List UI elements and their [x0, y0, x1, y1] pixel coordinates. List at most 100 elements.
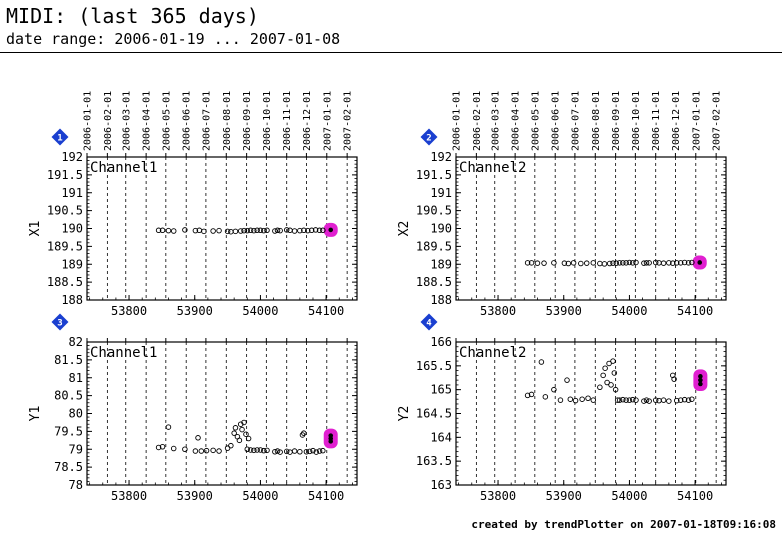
y-tick-label: 190: [430, 222, 452, 236]
data-point: [626, 259, 633, 266]
data-point: [210, 228, 216, 234]
data-point: [241, 419, 247, 426]
date-tick-label: 2006-11-01: [282, 91, 293, 151]
x-tick-label: 53800: [480, 489, 516, 503]
y-tick-label: 188: [430, 293, 452, 307]
data-point: [283, 448, 290, 455]
plot-frame: [455, 156, 727, 301]
date-tick-label: 2006-04-01: [511, 91, 522, 151]
date-tick-label: 2006-11-01: [651, 91, 662, 151]
data-point: [689, 396, 695, 402]
y-axis-label: Y2: [397, 406, 412, 422]
y-tick-label: 165.5: [416, 359, 452, 373]
plot-frame: [86, 156, 358, 301]
data-point: [656, 260, 662, 266]
y-tick-label: 81: [69, 371, 83, 385]
data-point: [641, 260, 647, 266]
data-point: [198, 448, 205, 454]
data-point: [528, 391, 535, 398]
y-tick-label: 190.5: [416, 204, 452, 218]
data-point: [301, 430, 307, 436]
data-point: [232, 228, 239, 235]
data-point: [277, 227, 283, 234]
data-point: [306, 448, 313, 455]
data-point: [155, 444, 162, 451]
data-point: [578, 260, 584, 267]
date-tick-label: 2006-03-01: [121, 91, 132, 151]
y-tick-label: 81.5: [54, 353, 83, 367]
date-tick-label: 2006-05-01: [530, 91, 541, 151]
data-point: [616, 260, 623, 266]
data-point: [254, 447, 260, 453]
y-tick-label: 164: [430, 430, 452, 444]
data-point: [629, 396, 636, 403]
data-point: [583, 260, 590, 266]
y-tick-label: 188.5: [416, 275, 452, 289]
data-point: [646, 398, 652, 404]
data-point: [643, 397, 650, 403]
x-tick-label: 54000: [611, 489, 647, 503]
data-point: [159, 443, 166, 450]
y-tick-label: 79.5: [54, 424, 83, 438]
data-point: [671, 376, 677, 382]
data-point: [316, 448, 323, 454]
data-point: [524, 392, 531, 399]
y-tick-label: 78: [69, 478, 83, 492]
page-title: MIDI: (last 365 days): [6, 4, 259, 28]
data-point: [170, 445, 177, 452]
latest-data-point: [328, 227, 334, 233]
data-point: [656, 397, 662, 404]
data-point: [538, 359, 545, 365]
data-point: [620, 260, 626, 266]
data-point: [646, 260, 652, 266]
x-tick-label: 54000: [242, 304, 278, 318]
y-axis-label: X1: [28, 221, 43, 237]
data-point: [652, 397, 659, 403]
x-tick-label: 53800: [111, 304, 147, 318]
data-point: [283, 227, 290, 233]
data-point: [237, 228, 244, 234]
data-point: [601, 261, 608, 267]
data-point: [182, 446, 188, 453]
date-tick-label: 2007-02-01: [712, 91, 723, 151]
data-point: [320, 447, 326, 454]
y-axis-label: Y1: [28, 406, 43, 422]
data-point: [689, 259, 695, 266]
date-tick-label: 2006-01-01: [452, 91, 463, 151]
data-point: [264, 447, 270, 454]
data-point: [251, 227, 257, 234]
panel-number-label: 2: [426, 134, 431, 144]
data-point: [666, 398, 672, 404]
data-point: [159, 227, 166, 234]
date-tick-label: 2006-05-01: [161, 91, 172, 151]
data-point: [308, 227, 315, 234]
date-tick-label: 2007-02-01: [343, 91, 354, 151]
y-tick-label: 82: [69, 335, 83, 349]
data-point: [551, 260, 557, 266]
y-tick-label: 164.5: [416, 407, 452, 421]
data-point: [192, 448, 199, 454]
y-tick-label: 163.5: [416, 454, 452, 468]
x-tick-label: 54100: [308, 304, 344, 318]
date-tick-label: 2006-07-01: [570, 91, 581, 151]
data-point: [228, 228, 234, 235]
data-point: [245, 435, 252, 442]
data-point: [685, 260, 692, 266]
data-point: [232, 425, 239, 431]
x-tick-label: 54100: [677, 304, 713, 318]
panel-number-label: 3: [57, 319, 62, 329]
data-point: [660, 260, 667, 266]
x-tick-label: 53900: [546, 489, 582, 503]
y-tick-label: 189: [61, 257, 83, 271]
date-tick-label: 2006-12-01: [302, 91, 313, 151]
data-point: [310, 447, 316, 454]
data-point: [610, 358, 616, 364]
data-point: [613, 260, 620, 266]
date-tick-label: 2006-10-01: [262, 91, 273, 151]
data-point: [291, 228, 298, 234]
data-point: [210, 447, 216, 454]
data-point: [623, 260, 629, 266]
channel-label: Channel1: [90, 160, 157, 176]
data-point: [182, 227, 188, 233]
